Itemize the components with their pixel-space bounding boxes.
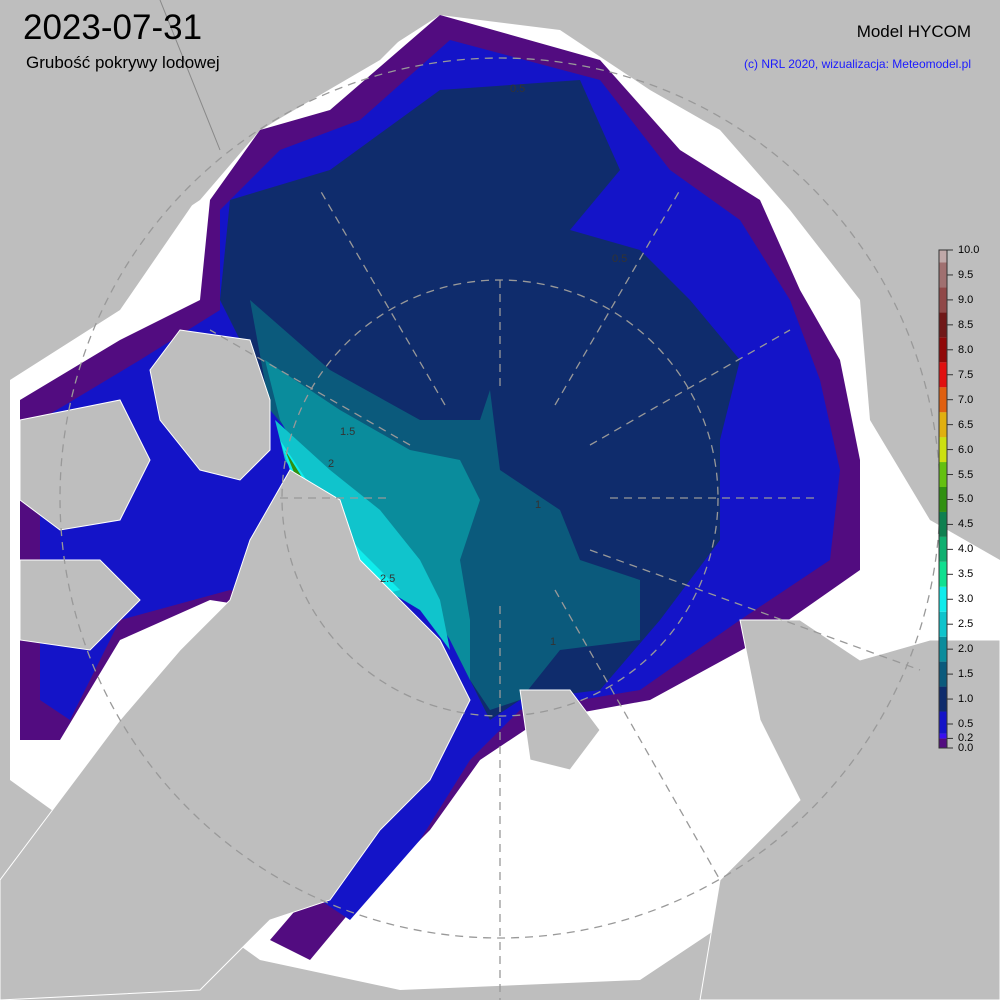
colorbar-band (939, 487, 947, 512)
colorbar-band (939, 586, 947, 612)
credit-text: (c) NRL 2020, wizualizacja: Meteomodel.p… (744, 57, 971, 71)
colorbar-tick-label: 0.5 (958, 718, 974, 730)
contour-label: 0.5 (510, 83, 525, 95)
colorbar-band (939, 412, 947, 438)
colorbar-tick-label: 5.0 (958, 493, 974, 506)
model-name: Model HYCOM (856, 22, 971, 41)
colorbar-tick-label: 2.5 (958, 618, 974, 631)
ice-medium (220, 80, 740, 720)
colorbar-tick-label: 4.0 (958, 543, 974, 556)
colorbar-tick-label: 9.0 (958, 293, 974, 306)
colorbar-band (939, 337, 947, 363)
colorbar-tick-label: 2.0 (958, 643, 974, 656)
colorbar-tick-label: 5.5 (958, 468, 974, 481)
colorbar-band (939, 312, 947, 338)
ice-thick-4 (280, 440, 400, 595)
colorbar-tick-label: 10.0 (958, 244, 980, 256)
colorbar-tick-label: 1.0 (958, 693, 974, 706)
colorbar-band (939, 711, 947, 734)
contour-label: 1 (535, 499, 541, 511)
colorbar-band (939, 611, 947, 637)
colorbar-band (939, 511, 947, 537)
colorbar-band (939, 733, 947, 739)
colorbar-tick-label: 7.0 (958, 393, 974, 406)
colorbar-band (939, 437, 947, 463)
colorbar (938, 249, 953, 749)
map-subtitle: Grubość pokrywy lodowej (26, 53, 220, 72)
colorbar-band (939, 262, 947, 288)
colorbar-tick-label: 3.0 (958, 593, 974, 606)
colorbar-band (939, 250, 947, 263)
chukotka (560, 0, 1000, 280)
contour-label: 0.5 (612, 253, 627, 265)
siberia (699, 619, 1000, 1000)
contour-label: 1 (550, 636, 556, 648)
ellesmere-island (149, 329, 271, 481)
colorbar-band (939, 561, 947, 587)
colorbar-tick-label: 4.5 (958, 518, 974, 531)
contour-label: 2.5 (380, 573, 395, 585)
contour-label: 1.5 (340, 426, 355, 438)
colorbar-tick-label: 9.5 (958, 268, 974, 281)
colorbar-tick-label: 0.2 (958, 732, 974, 745)
contour-label: 2 (328, 458, 334, 470)
colorbar-tick-label: 3.5 (958, 568, 974, 581)
colorbar-tick-label: 8.0 (958, 343, 974, 356)
colorbar-band (939, 738, 947, 748)
colorbar-band (939, 636, 947, 662)
greenland (0, 469, 471, 1000)
colorbar-band (939, 462, 947, 487)
colorbar-tick-label: 6.0 (958, 443, 974, 456)
colorbar-band (939, 362, 947, 388)
colorbar-tick-label: 6.5 (958, 418, 974, 431)
colorbar-tick-label: 7.5 (958, 368, 974, 381)
contour-labels: 0.5 0.5 1 1 1.5 2 2.5 (328, 83, 627, 648)
map-boundary-line (159, 0, 221, 151)
ice-thick-3 (275, 420, 450, 650)
colorbar-band (939, 686, 947, 712)
colorbar-band (939, 661, 947, 687)
colorbar-tick-label: 8.5 (958, 318, 974, 331)
canadian-islands (19, 399, 151, 651)
colorbar-band (939, 387, 947, 413)
colorbar-tick-label: 1.5 (958, 668, 974, 681)
colorbar-band (939, 287, 947, 313)
date-title: 2023-07-31 (23, 8, 203, 47)
colorbar-band (939, 536, 947, 562)
svalbard (519, 689, 601, 771)
colorbar-tick-label: 0.0 (958, 742, 974, 754)
